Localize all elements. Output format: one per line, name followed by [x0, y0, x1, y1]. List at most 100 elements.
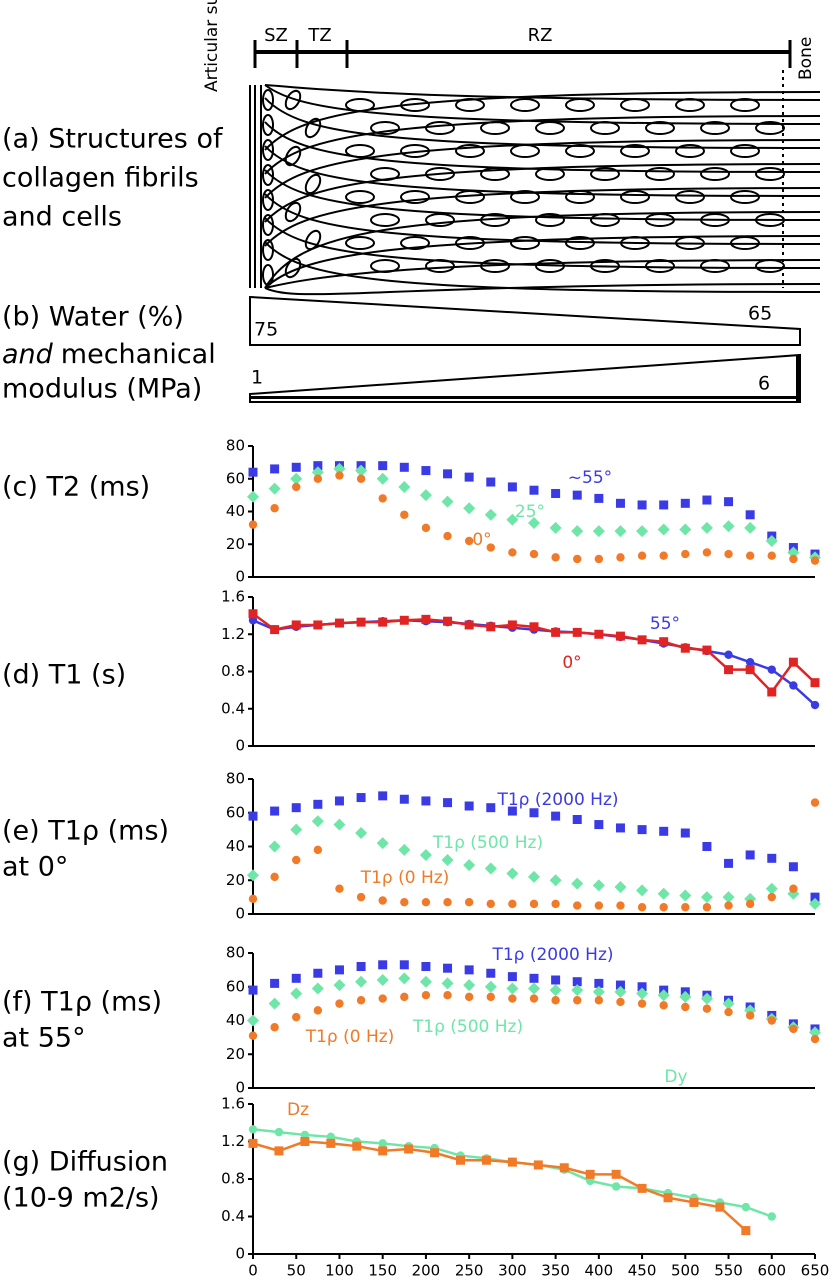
- marker: [592, 879, 605, 892]
- marker: [334, 965, 344, 975]
- y-tick-label: 0: [235, 568, 245, 586]
- x-tick-label: 650: [801, 1262, 830, 1280]
- marker: [291, 620, 301, 630]
- cell: [425, 213, 455, 227]
- marker: [464, 801, 474, 811]
- marker: [659, 1001, 668, 1010]
- marker: [443, 616, 453, 626]
- marker: [463, 502, 476, 515]
- panel-label: collagen fibrils: [2, 163, 199, 194]
- cell: [510, 98, 540, 112]
- marker: [767, 665, 776, 674]
- marker: [419, 848, 432, 861]
- marker: [572, 977, 582, 987]
- series-label: 55°: [650, 614, 680, 634]
- marker: [657, 887, 670, 900]
- marker: [615, 631, 625, 641]
- marker: [507, 482, 517, 492]
- marker: [270, 464, 280, 474]
- marker: [679, 523, 692, 536]
- marker: [614, 881, 627, 893]
- marker: [616, 997, 625, 1007]
- marker: [291, 462, 301, 472]
- y-tick-label: 0: [235, 905, 245, 923]
- bone-label: Bone: [796, 37, 816, 80]
- marker: [809, 897, 821, 910]
- marker: [274, 1146, 284, 1156]
- marker: [810, 556, 820, 565]
- y-tick-label: 0.8: [221, 1170, 245, 1188]
- marker: [378, 461, 388, 471]
- marker: [274, 1127, 284, 1137]
- x-tick-label: 350: [541, 1262, 570, 1280]
- fibril: [264, 241, 821, 293]
- marker: [313, 1006, 323, 1015]
- marker: [291, 973, 301, 983]
- cell: [620, 190, 650, 204]
- marker: [248, 1031, 258, 1040]
- marker: [571, 877, 584, 890]
- marker: [300, 1137, 310, 1146]
- marker: [443, 897, 452, 907]
- marker: [637, 825, 647, 835]
- y-tick-label: 0.8: [221, 662, 245, 680]
- marker: [789, 554, 798, 564]
- marker: [681, 1002, 690, 1012]
- cell: [345, 98, 375, 112]
- series-label: Dy: [664, 1067, 687, 1087]
- cell: [675, 236, 705, 250]
- marker: [399, 462, 409, 472]
- fibril: [264, 84, 821, 101]
- wedge-number: 6: [758, 373, 770, 395]
- marker: [636, 884, 649, 897]
- cell: [510, 236, 540, 250]
- wedge-edge: [250, 396, 800, 399]
- cell: [730, 144, 760, 158]
- cell: [400, 236, 430, 250]
- marker: [529, 973, 539, 983]
- marker: [789, 884, 798, 893]
- cell: [284, 257, 302, 279]
- cell: [590, 259, 620, 273]
- marker: [292, 855, 301, 865]
- marker: [481, 1155, 491, 1165]
- marker: [702, 1004, 712, 1013]
- y-tick-label: 0.4: [221, 699, 245, 717]
- modulus-wedge: [249, 353, 801, 403]
- cell: [675, 98, 705, 112]
- marker: [463, 979, 476, 992]
- fibril: [264, 169, 821, 221]
- marker: [290, 987, 303, 1000]
- marker: [290, 472, 303, 485]
- cell: [400, 98, 430, 112]
- marker: [810, 798, 820, 807]
- cell: [455, 98, 485, 112]
- fibril: [264, 145, 821, 197]
- series-label: 0°: [562, 653, 581, 673]
- marker: [404, 1144, 414, 1154]
- marker: [508, 899, 517, 909]
- marker: [702, 548, 712, 557]
- marker: [700, 891, 713, 904]
- marker: [551, 975, 561, 985]
- marker: [484, 980, 497, 993]
- marker: [398, 843, 411, 856]
- cell: [535, 167, 565, 181]
- y-tick-label: 20: [226, 1045, 245, 1063]
- cell: [262, 114, 274, 136]
- marker: [616, 901, 625, 910]
- cell: [480, 167, 510, 181]
- marker: [248, 894, 258, 904]
- cell: [425, 259, 455, 273]
- marker: [659, 500, 669, 510]
- panel-label: (c) T2 (ms): [2, 472, 150, 503]
- cell: [645, 259, 675, 273]
- marker: [247, 1014, 259, 1027]
- marker: [551, 996, 560, 1005]
- cell: [700, 121, 730, 135]
- marker: [270, 1023, 279, 1032]
- y-tick-label: 60: [226, 469, 245, 487]
- marker: [592, 525, 605, 538]
- marker: [810, 892, 820, 902]
- cell: [284, 201, 302, 223]
